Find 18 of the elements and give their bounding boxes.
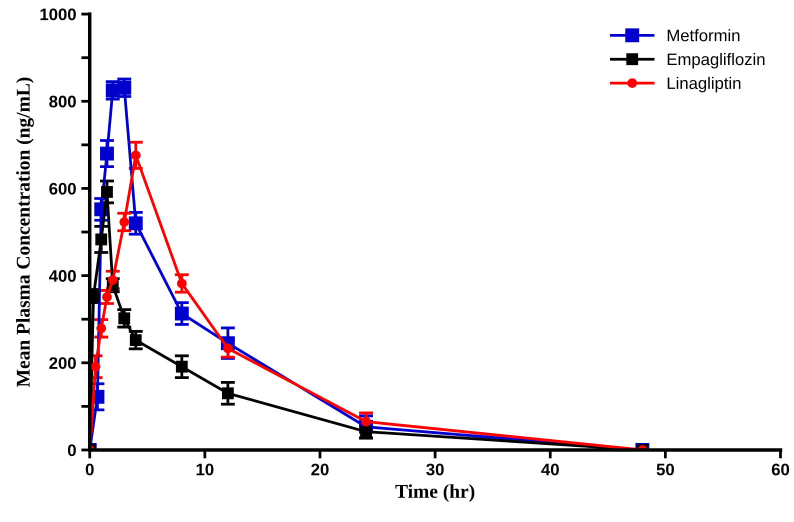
- y-tick-label: 200: [49, 357, 76, 369]
- legend-label: Linagliptin: [668, 76, 740, 92]
- y-tick-label: 600: [49, 182, 76, 195]
- x-tick-label: 40: [541, 464, 559, 476]
- x-tick-label: 50: [656, 464, 674, 476]
- x-tick-label: 0: [86, 464, 94, 476]
- x-tick-label: 60: [772, 464, 790, 476]
- y-tick-label: 400: [48, 270, 76, 282]
- y-tick-label: 1000: [40, 8, 76, 20]
- y-tick-label: 800: [49, 96, 76, 108]
- x-tick-label: 30: [426, 464, 444, 476]
- legend-label: Metformin: [668, 29, 740, 42]
- x-axis-title: Time (hr): [395, 484, 474, 502]
- x-tick-label: 10: [196, 464, 214, 476]
- legend-label: Empagliflozin: [668, 52, 764, 68]
- y-axis-title: Mean Plasma Concentration (ng/mL): [16, 78, 34, 387]
- x-tick-label: 20: [311, 464, 329, 476]
- y-tick-label: 0: [68, 444, 76, 456]
